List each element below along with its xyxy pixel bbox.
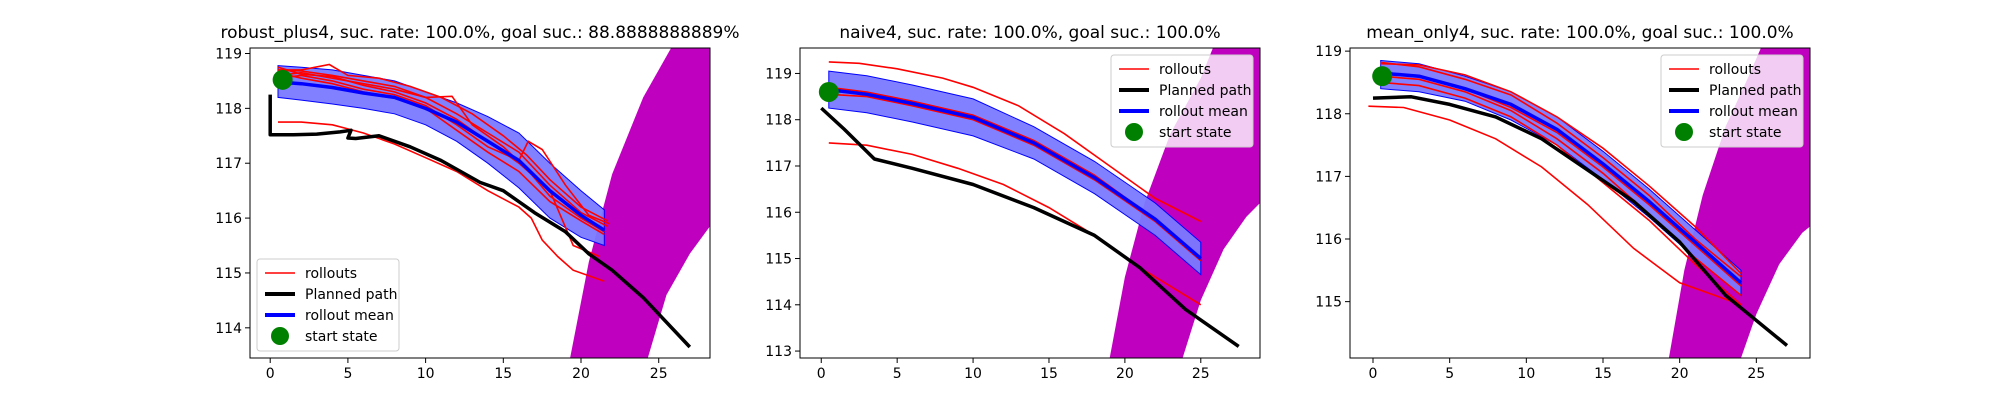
legend-box (1110, 54, 1254, 148)
y-tick-label: 115 (1315, 295, 1342, 311)
y-tick-label: 119 (215, 46, 242, 62)
x-tick-label: 5 (893, 366, 902, 382)
legend-handle (271, 327, 289, 345)
rollout-line-2 (1380, 62, 1742, 275)
axes-frame (1349, 47, 1811, 359)
legend-label: Planned path (1709, 83, 1801, 99)
legend-handle (1675, 123, 1693, 141)
rollout-line-2 (277, 71, 605, 233)
plot-area (268, 48, 710, 358)
y-tick-label: 117 (1315, 169, 1342, 185)
rollout-line-5 (277, 69, 608, 228)
legend-handle (1125, 123, 1143, 141)
x-tick-label: 25 (1192, 366, 1210, 382)
planned-path-line (268, 94, 692, 349)
rollout-line-1 (828, 61, 1202, 223)
x-tick-label: 10 (1517, 366, 1535, 382)
x-tick-label: 15 (1040, 366, 1058, 382)
legend-box (1660, 54, 1804, 148)
x-tick-label: 15 (1594, 366, 1612, 382)
y-tick-label: 118 (215, 101, 242, 117)
legend-label: Planned path (305, 287, 397, 303)
legend-label: start state (1709, 125, 1782, 141)
legend: rollouts Planned path rollout mean start st… (1110, 54, 1254, 148)
x-tick-label: 0 (817, 366, 826, 382)
legend-label: rollout mean (1709, 104, 1798, 120)
rollout-line-1 (1380, 61, 1742, 278)
legend-label: start state (1159, 125, 1232, 141)
planned-path-line (1372, 95, 1789, 347)
chart-title: naive4, suc. rate: 100.0%, goal suc.: 10… (839, 23, 1220, 43)
legend-label: Planned path (1159, 83, 1251, 99)
y-tick-label: 114 (215, 321, 242, 337)
x-tick-label: 20 (1116, 366, 1134, 382)
y-tick-label: 113 (765, 344, 792, 360)
rollout-mean-line (828, 87, 1202, 260)
rollout-line-3 (277, 74, 610, 225)
y-tick-label: 116 (1315, 232, 1342, 248)
x-tick-label: 5 (343, 366, 352, 382)
x-tick-label: 20 (572, 366, 590, 382)
y-tick-label: 115 (215, 266, 242, 282)
chart-2: 0 5 10 15 20 25 113 114 115 116 117 118 119 naive4, s… (765, 23, 1261, 382)
chart-1: 0 5 10 15 20 25 114 115 116 117 118 119 robust_plus4… (215, 23, 739, 382)
axes-frame (249, 47, 711, 359)
x-tick-label: 10 (417, 366, 435, 382)
rollout-band (277, 65, 605, 247)
x-tick-label: 0 (1369, 366, 1378, 382)
y-tick-label: 116 (765, 205, 792, 221)
x-tick-label: 25 (650, 366, 668, 382)
legend-box (256, 258, 400, 352)
rollout-line-6 (278, 121, 605, 282)
y-tick-label: 115 (765, 252, 792, 268)
legend-label: rollout mean (305, 308, 394, 324)
x-tick-label: 10 (964, 366, 982, 382)
chart-title: robust_plus4, suc. rate: 100.0%, goal su… (220, 23, 739, 43)
start-state-marker (1372, 66, 1393, 87)
x-tick-label: 20 (1671, 366, 1689, 382)
y-tick-label: 117 (765, 159, 792, 175)
y-tick-label: 116 (215, 211, 242, 227)
legend-label: start state (305, 329, 378, 345)
y-tick-label: 119 (765, 66, 792, 82)
y-tick-label: 119 (1315, 44, 1342, 60)
y-tick-label: 118 (1315, 107, 1342, 123)
obstacle-region (570, 48, 710, 358)
rollout-band (828, 70, 1202, 276)
planned-path-line (820, 106, 1240, 348)
rollout-mean-line (1380, 71, 1743, 285)
x-tick-label: 5 (1445, 366, 1454, 382)
y-tick-label: 118 (765, 113, 792, 129)
chart-3: 0 5 10 15 20 25 115 116 117 118 119 mean_only4, suc… (1315, 23, 1811, 382)
y-tick-label: 114 (765, 298, 792, 314)
axes-frame (799, 47, 1261, 359)
legend: rollouts Planned path rollout mean start st… (256, 258, 400, 352)
legend-label: rollouts (1159, 62, 1211, 78)
legend-label: rollouts (305, 266, 357, 282)
rollout-line-5 (1368, 105, 1742, 306)
x-tick-label: 15 (494, 366, 512, 382)
legend-label: rollouts (1709, 62, 1761, 78)
x-tick-label: 0 (266, 366, 275, 382)
legend: rollouts Planned path rollout mean start st… (1660, 54, 1804, 148)
rollout-line-4 (1380, 81, 1742, 306)
rollout-line-4 (828, 93, 1202, 262)
rollout-line-7 (277, 66, 601, 258)
start-state-marker (818, 81, 839, 102)
legend-label: rollout mean (1159, 104, 1248, 120)
chart-title: mean_only4, suc. rate: 100.0%, goal suc.… (1366, 23, 1793, 43)
rollout-mean-line (277, 80, 606, 232)
x-tick-label: 25 (1747, 366, 1765, 382)
y-tick-label: 117 (215, 156, 242, 172)
start-state-marker (272, 69, 293, 90)
